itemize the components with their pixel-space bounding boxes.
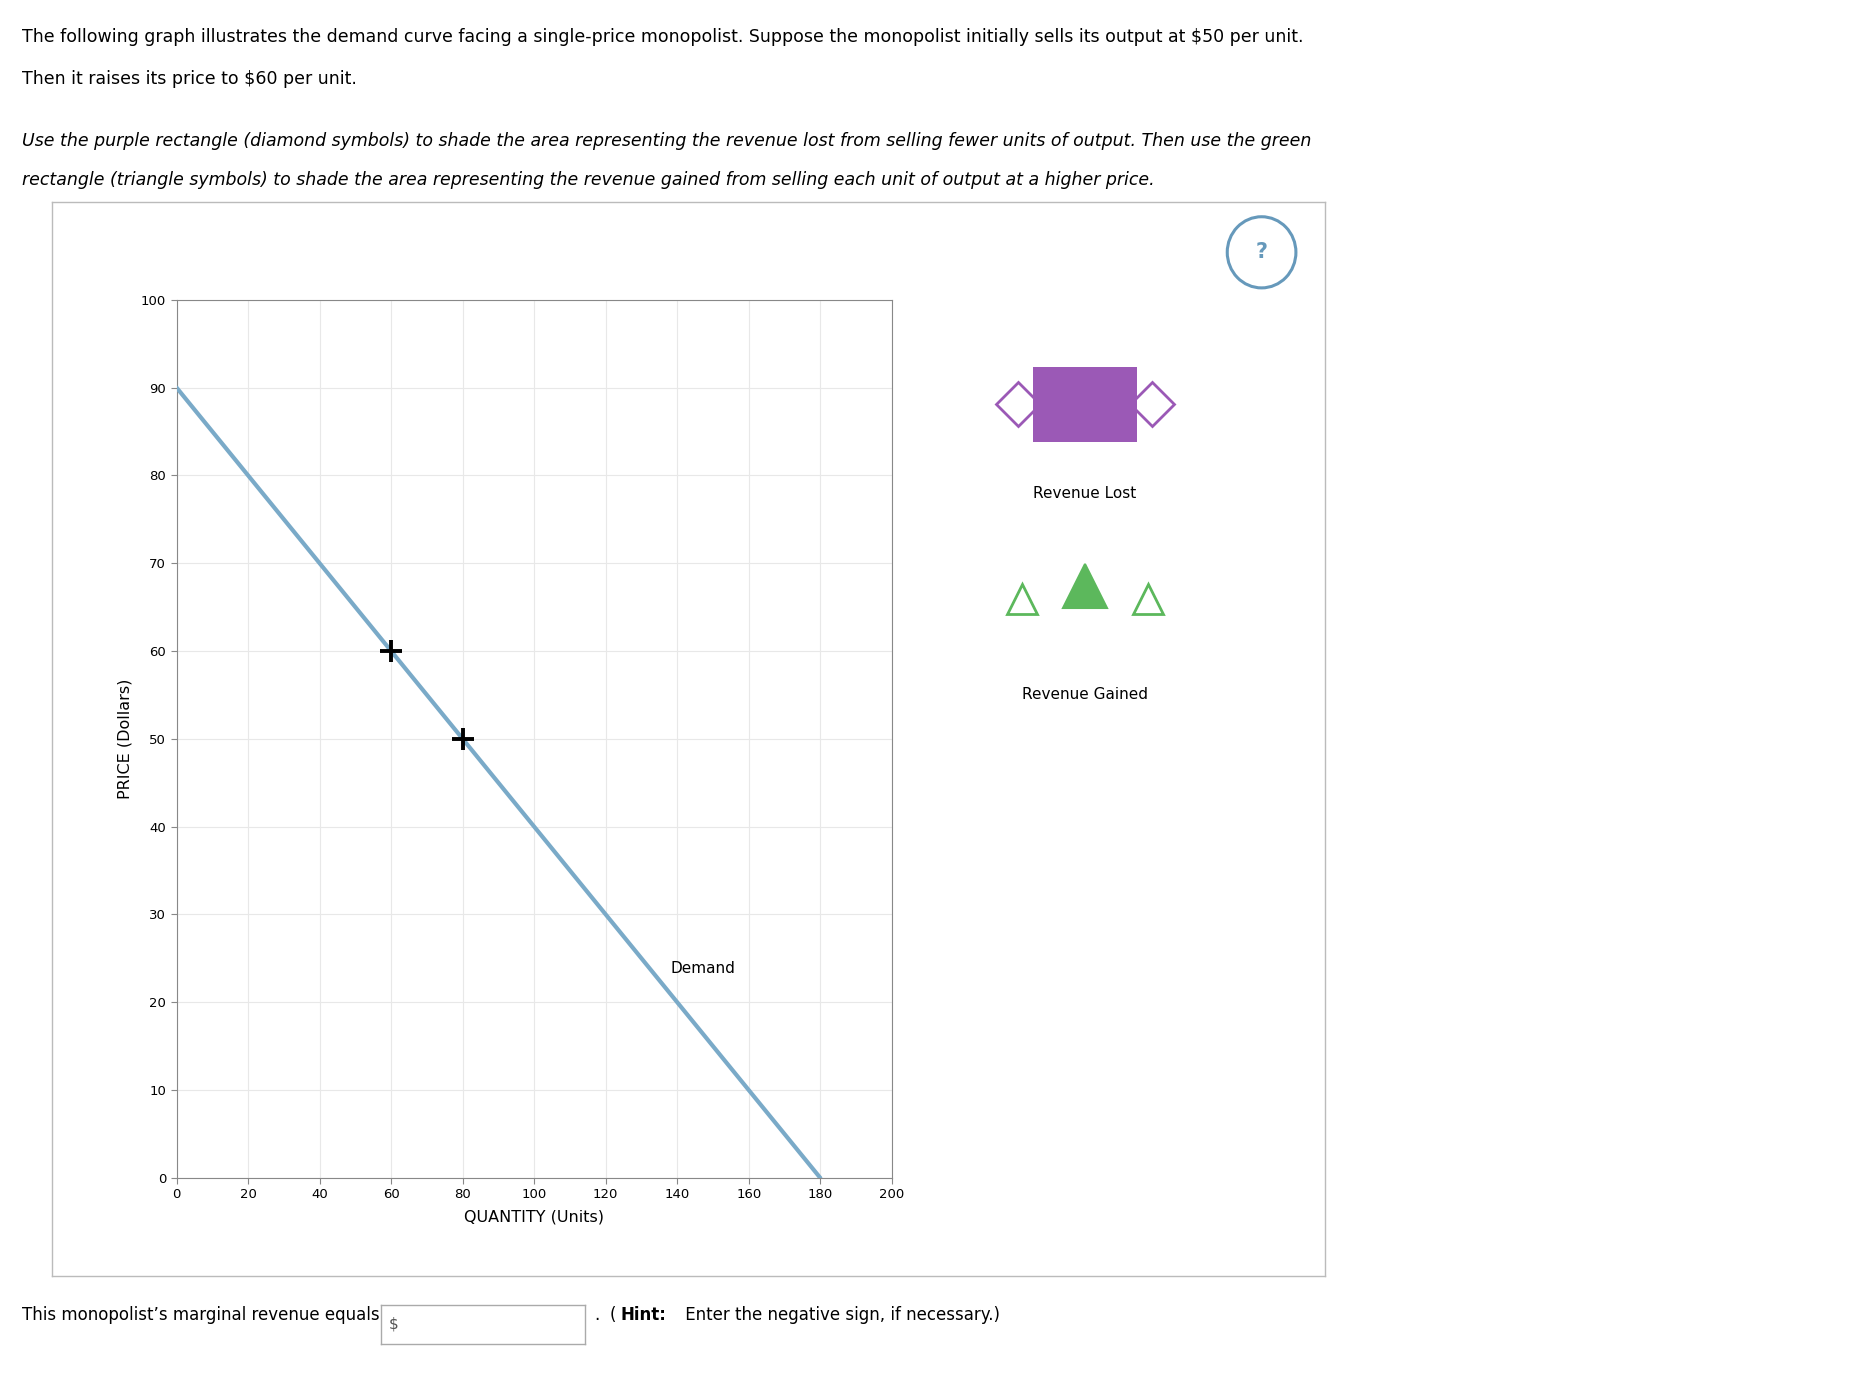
Text: ?: ? [1255,243,1266,262]
Text: Revenue Lost: Revenue Lost [1032,485,1136,500]
Text: (: ( [609,1306,615,1324]
FancyBboxPatch shape [1032,367,1136,442]
Text: Use the purple rectangle (diamond symbols) to shade the area representing the re: Use the purple rectangle (diamond symbol… [22,132,1311,151]
Text: Then it raises its price to $60 per unit.: Then it raises its price to $60 per unit… [22,70,357,88]
Text: Demand: Demand [670,960,735,976]
X-axis label: QUANTITY (Units): QUANTITY (Units) [464,1210,604,1225]
Text: Hint:: Hint: [620,1306,667,1324]
Text: Revenue Gained: Revenue Gained [1021,687,1148,701]
Text: This monopolist’s marginal revenue equals: This monopolist’s marginal revenue equal… [22,1306,379,1324]
Text: Enter the negative sign, if necessary.): Enter the negative sign, if necessary.) [680,1306,999,1324]
Text: $: $ [388,1317,399,1331]
Y-axis label: PRICE (Dollars): PRICE (Dollars) [117,679,132,799]
Text: The following graph illustrates the demand curve facing a single-price monopolis: The following graph illustrates the dema… [22,28,1304,46]
Text: .: . [594,1306,609,1324]
Text: rectangle (triangle symbols) to shade the area representing the revenue gained f: rectangle (triangle symbols) to shade th… [22,171,1155,190]
